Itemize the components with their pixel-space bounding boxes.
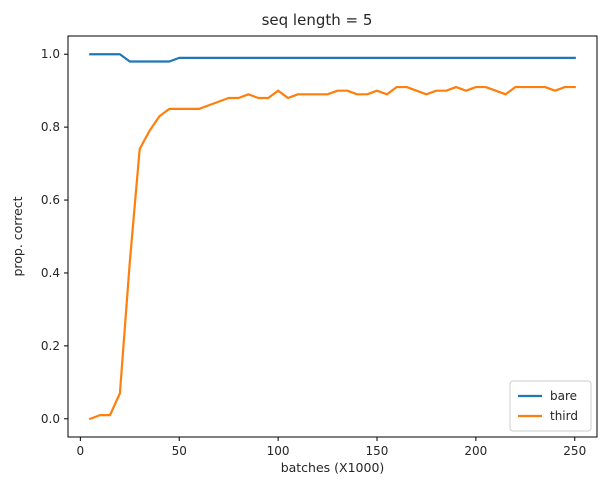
legend-box [509,380,592,432]
y-tick-label: 0.4 [41,266,60,280]
chart-title: seq length = 5 [262,11,373,29]
x-axis-label: batches (X1000) [281,460,385,475]
x-tick-label: 200 [464,444,487,458]
y-tick-label: 1.0 [41,47,60,61]
y-axis-label: prop. correct [10,196,25,276]
series-layer [88,53,576,421]
x-tick-label: 150 [366,444,389,458]
y-tick-label: 0.6 [41,193,60,207]
x-tick-label: 50 [172,444,187,458]
x-axis: 0 50 100 150 200 250 [77,437,586,458]
legend-label-third: third [550,409,578,423]
x-tick-label: 250 [563,444,586,458]
x-tick-label: 100 [267,444,290,458]
series-line-bare [89,53,576,63]
x-tick-label: 0 [77,444,85,458]
y-tick-label: 0.8 [41,120,60,134]
legend: bare third [509,380,592,432]
y-tick-label: 0.0 [41,412,60,426]
y-tick-label: 0.2 [41,339,60,353]
legend-label-bare: bare [550,389,577,403]
plot-frame [67,35,598,438]
y-axis: 0.0 0.2 0.4 0.6 0.8 1.0 [41,47,68,426]
series-line-third [88,85,576,421]
